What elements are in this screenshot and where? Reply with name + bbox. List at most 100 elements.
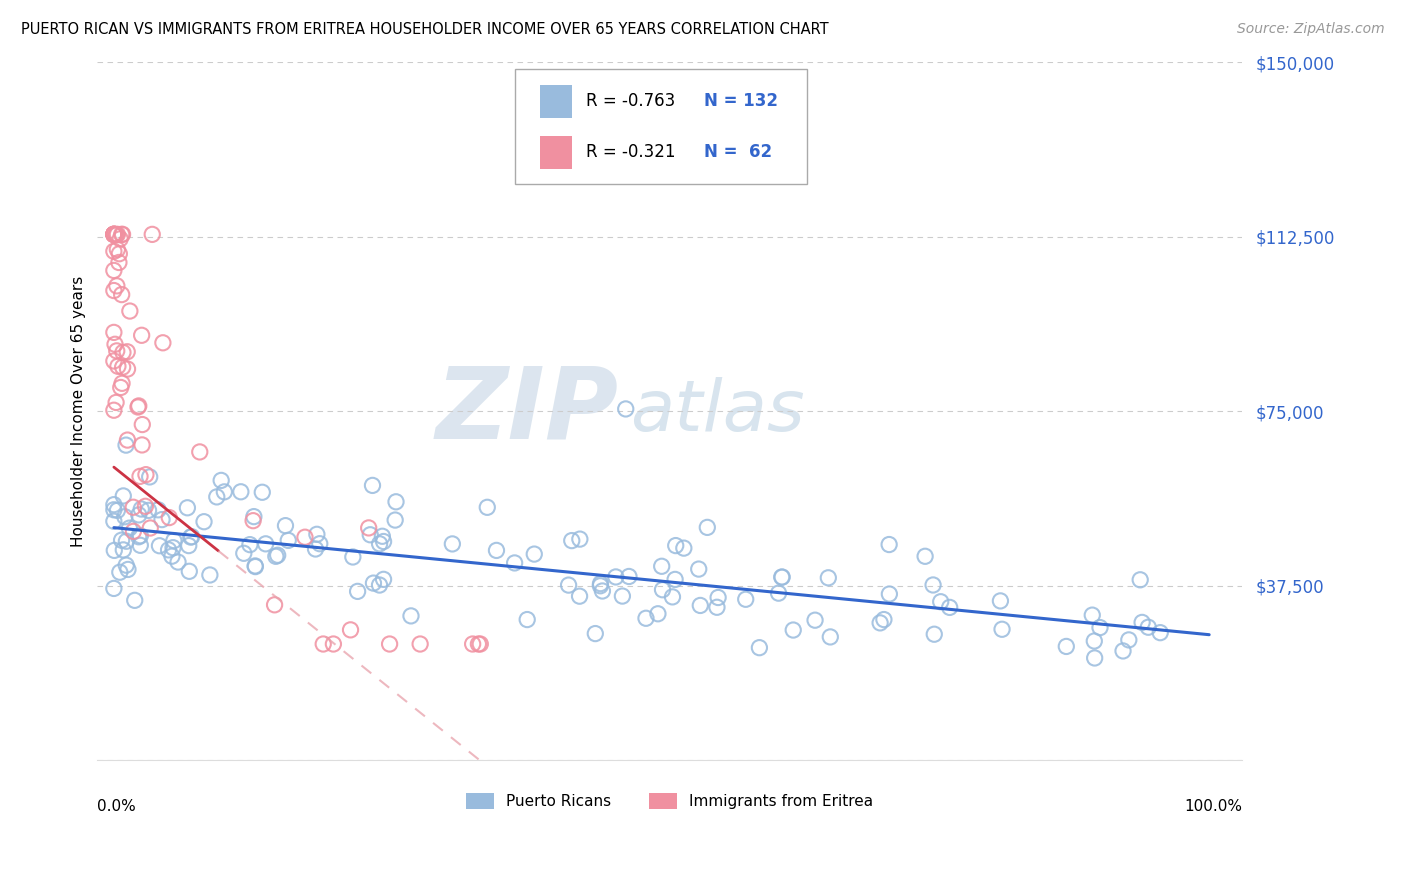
Point bbox=[205, 490, 228, 504]
Point bbox=[114, 509, 136, 524]
Point bbox=[688, 562, 710, 576]
Point bbox=[103, 354, 125, 368]
Point bbox=[869, 615, 891, 630]
Point bbox=[922, 627, 945, 641]
Bar bbox=[540, 85, 572, 119]
Point bbox=[1081, 608, 1104, 623]
Point bbox=[1149, 625, 1171, 640]
Text: atlas: atlas bbox=[630, 376, 804, 446]
Point bbox=[707, 591, 730, 605]
Text: Source: ZipAtlas.com: Source: ZipAtlas.com bbox=[1237, 22, 1385, 37]
Point bbox=[105, 395, 128, 409]
Point bbox=[589, 576, 612, 591]
Point bbox=[229, 484, 252, 499]
Point bbox=[122, 524, 145, 539]
Point bbox=[108, 232, 131, 246]
Point bbox=[103, 227, 125, 242]
Point bbox=[103, 227, 125, 242]
Point bbox=[243, 509, 266, 524]
Point bbox=[180, 530, 202, 544]
Point bbox=[180, 530, 202, 544]
Text: R = -0.763: R = -0.763 bbox=[586, 93, 675, 111]
Point bbox=[734, 592, 756, 607]
Point bbox=[1130, 615, 1153, 630]
Point bbox=[470, 637, 492, 651]
Point bbox=[1129, 573, 1152, 587]
Point bbox=[111, 227, 134, 242]
Point bbox=[103, 514, 125, 528]
Point bbox=[1088, 621, 1111, 635]
Legend: Puerto Ricans, Immigrants from Eritrea: Puerto Ricans, Immigrants from Eritrea bbox=[460, 788, 879, 815]
Point bbox=[128, 530, 150, 544]
Point bbox=[612, 589, 634, 603]
Point bbox=[157, 510, 180, 524]
Point bbox=[105, 243, 128, 257]
Point bbox=[647, 607, 669, 621]
Text: R = -0.321: R = -0.321 bbox=[586, 143, 676, 161]
Point bbox=[117, 362, 139, 376]
Point bbox=[242, 514, 264, 528]
Point bbox=[104, 337, 127, 351]
Point bbox=[990, 594, 1012, 608]
Point bbox=[131, 328, 153, 343]
Point bbox=[111, 360, 134, 375]
Text: PUERTO RICAN VS IMMIGRANTS FROM ERITREA HOUSEHOLDER INCOME OVER 65 YEARS CORRELA: PUERTO RICAN VS IMMIGRANTS FROM ERITREA … bbox=[21, 22, 828, 37]
Point bbox=[263, 598, 285, 612]
Point bbox=[568, 532, 591, 546]
Point bbox=[516, 613, 538, 627]
Point bbox=[368, 578, 391, 592]
FancyBboxPatch shape bbox=[515, 69, 807, 185]
Point bbox=[938, 600, 960, 615]
Point bbox=[115, 438, 138, 452]
Point bbox=[245, 559, 267, 574]
Point bbox=[103, 503, 125, 517]
Point bbox=[477, 500, 499, 515]
Point bbox=[105, 227, 128, 242]
Point bbox=[134, 500, 156, 514]
Point bbox=[103, 498, 125, 512]
Point bbox=[139, 521, 162, 535]
Point bbox=[557, 578, 579, 592]
Text: 100.0%: 100.0% bbox=[1184, 799, 1241, 814]
Point bbox=[110, 380, 132, 394]
Point bbox=[294, 530, 316, 544]
Point bbox=[112, 489, 135, 503]
Point bbox=[214, 484, 236, 499]
Point bbox=[111, 376, 134, 391]
Point bbox=[188, 445, 211, 459]
Point bbox=[503, 556, 526, 570]
Point bbox=[122, 500, 145, 515]
Point bbox=[163, 533, 186, 548]
Point bbox=[914, 549, 936, 564]
Point bbox=[583, 626, 606, 640]
Point bbox=[103, 227, 125, 242]
Text: N =  62: N = 62 bbox=[704, 143, 772, 161]
Point bbox=[523, 547, 546, 561]
Bar bbox=[540, 136, 572, 169]
Point bbox=[467, 637, 489, 651]
Point bbox=[239, 538, 262, 552]
Point bbox=[108, 255, 131, 269]
Text: 0.0%: 0.0% bbox=[97, 799, 136, 814]
Point bbox=[879, 587, 901, 601]
Point bbox=[672, 541, 695, 555]
Point bbox=[254, 537, 277, 551]
Point bbox=[108, 246, 131, 260]
Point bbox=[1112, 644, 1135, 658]
Point bbox=[232, 546, 254, 560]
Point bbox=[399, 608, 422, 623]
Point bbox=[150, 513, 173, 527]
Point bbox=[117, 562, 139, 576]
Point bbox=[873, 613, 896, 627]
Point bbox=[107, 503, 129, 517]
Point bbox=[373, 534, 395, 549]
Point bbox=[179, 564, 201, 578]
Point bbox=[877, 537, 900, 551]
Point bbox=[152, 335, 174, 350]
Point bbox=[162, 541, 184, 555]
Point bbox=[264, 549, 287, 564]
Point bbox=[103, 263, 125, 277]
Point bbox=[1137, 620, 1160, 634]
Point bbox=[768, 586, 790, 600]
Point bbox=[131, 417, 153, 432]
